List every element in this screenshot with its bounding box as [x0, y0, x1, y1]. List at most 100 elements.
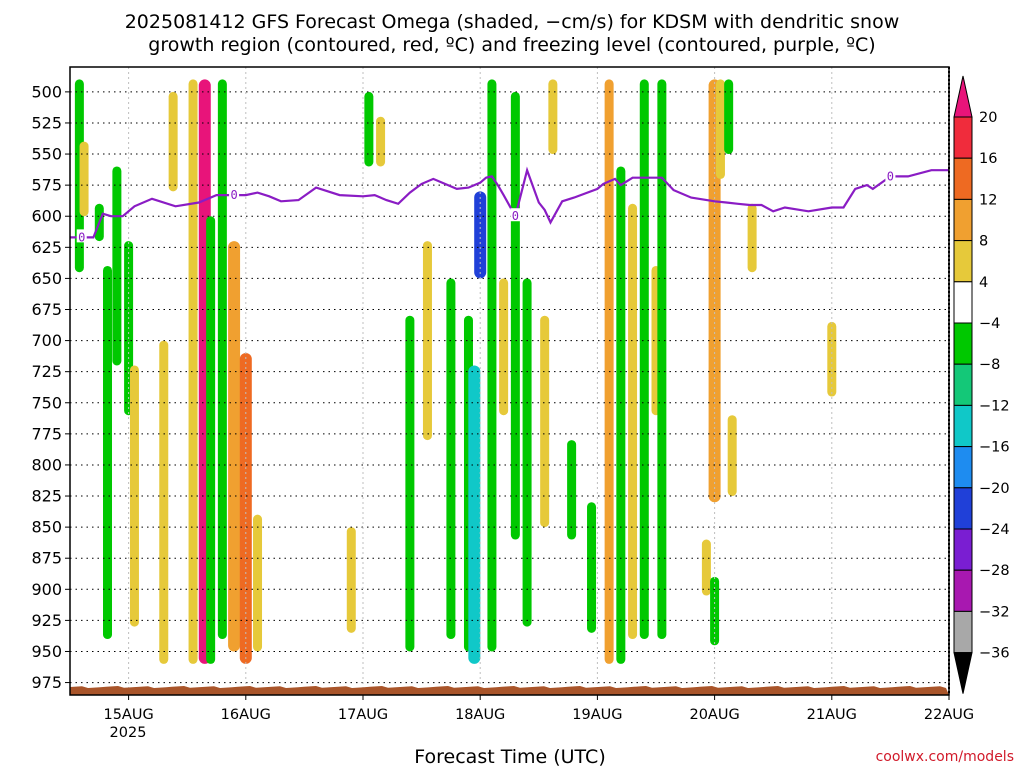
fzl-label-1: 0: [230, 188, 237, 202]
colorbar-label-4: 4: [979, 275, 988, 291]
colorbar-band--32: [953, 610, 973, 654]
fzl-label-bg-0: [76, 229, 87, 243]
colorbar-band--20: [953, 487, 973, 530]
omega-cell-3: [112, 166, 122, 366]
omega-cell-23: [468, 365, 481, 664]
x-axis-label: Forecast Time (UTC): [414, 746, 605, 768]
y-tick-label-775: 775: [31, 424, 62, 443]
omega-cell-29: [540, 315, 550, 528]
colorbar-label-10: −24: [979, 522, 1010, 538]
y-tick-label-950: 950: [31, 642, 62, 661]
omega-cell-16: [346, 527, 356, 633]
y-tick-label-625: 625: [31, 238, 62, 257]
x-tick-label-19AUG: 19AUG: [572, 707, 622, 723]
omega-cell-41: [724, 79, 734, 155]
omega-cell-38: [657, 79, 667, 640]
colorbar: 20 16 12 8 4 −4 −8 −12 −16 −20 −24 −28 −32 −36: [953, 75, 1010, 694]
colorbar-band--16: [953, 446, 973, 489]
colorbar-band--24: [953, 528, 973, 571]
omega-cell-43: [710, 576, 720, 646]
colorbar-label-13: −36: [979, 646, 1010, 662]
omega-cell-15: [253, 514, 263, 652]
y-tick-label-725: 725: [31, 362, 62, 381]
omega-cell-31: [567, 440, 577, 540]
colorbar-arrow-bottom: [953, 652, 973, 694]
colorbar-label-12: −32: [979, 604, 1010, 620]
omega-cell-7: [159, 340, 169, 664]
x-tick-label-16AUG: 16AUG: [221, 707, 271, 723]
fzl-label-3: 0: [887, 169, 894, 183]
omega-cell-39: [708, 79, 721, 503]
colorbar-band-4: [953, 281, 973, 324]
ground-terrain: [70, 686, 949, 695]
omega-cell-12: [217, 79, 227, 640]
omega-cell-17: [364, 91, 374, 167]
freezing-level-line: [70, 166, 949, 239]
y-tick-label-900: 900: [31, 580, 62, 599]
omega-cell-19: [405, 315, 415, 652]
omega-cell-0: [74, 79, 84, 273]
y-tick-label-525: 525: [31, 113, 62, 132]
omega-cell-18: [376, 116, 386, 167]
omega-cell-27: [510, 91, 520, 540]
colorbar-label-7: −12: [979, 398, 1010, 414]
credit-text: coolwx.com/models: [876, 749, 1014, 765]
x-tick-label-20AUG: 20AUG: [689, 707, 739, 723]
y-tick-label-825: 825: [31, 487, 62, 506]
omega-cell-8: [168, 91, 178, 192]
colorbar-band--12: [953, 404, 973, 448]
x-axis-year: 2025: [110, 725, 147, 741]
omega-cell-42: [701, 539, 711, 596]
colorbar-label-3: 8: [979, 234, 988, 250]
colorbar-label-8: −16: [979, 440, 1010, 456]
omega-cell-35: [628, 203, 638, 640]
y-tick-label-850: 850: [31, 518, 62, 537]
x-tick-label-17AUG: 17AUG: [338, 707, 388, 723]
y-tick-label-800: 800: [31, 455, 62, 474]
y-tick-label-975: 975: [31, 673, 62, 692]
colorbar-band--4: [953, 322, 973, 365]
grid-layer: [70, 67, 949, 695]
y-axis-ticks: 500 525 550 575 600 625 650 675 700 725 750 775 800 8…: [31, 82, 70, 692]
omega-cell-45: [747, 203, 757, 273]
fzl-label-bg-1: [229, 187, 240, 201]
omega-cell-25: [487, 79, 497, 652]
colorbar-label-2: 12: [979, 192, 997, 208]
freezing-level-labels: 0 0 0 0: [76, 168, 896, 244]
y-tick-label-925: 925: [31, 611, 62, 630]
y-tick-label-750: 750: [31, 393, 62, 412]
fzl-label-0: 0: [78, 230, 85, 244]
omega-cell-13: [228, 241, 241, 652]
x-tick-label-22AUG: 22AUG: [924, 707, 974, 723]
fzl-label-2: 0: [512, 209, 519, 223]
y-tick-label-575: 575: [31, 176, 62, 195]
colorbar-band-20: [953, 116, 973, 159]
plot-area: 0 0 0 0: [70, 67, 949, 695]
x-tick-label-21AUG: 21AUG: [807, 707, 857, 723]
colorbar-band--28: [953, 569, 973, 612]
colorbar-label-1: 16: [979, 151, 997, 167]
colorbar-band-12: [953, 198, 973, 242]
y-tick-label-500: 500: [31, 82, 62, 101]
omega-cell-40: [715, 79, 725, 179]
omega-cell-6: [129, 365, 139, 627]
omega-cell-5: [103, 265, 113, 640]
x-axis-ticks: 15AUG 16AUG 17AUG 18AUG 19AUG 20AUG 21AUG 22AUG: [103, 695, 974, 723]
chart-title-line2: growth region (contoured, red, ºC) and f…: [148, 34, 875, 56]
y-tick-label-550: 550: [31, 145, 62, 164]
omega-cell-36: [639, 79, 649, 640]
omega-cell-1: [79, 141, 89, 217]
omega-cell-20: [422, 241, 432, 441]
y-tick-label-650: 650: [31, 269, 62, 288]
y-tick-label-675: 675: [31, 300, 62, 319]
omega-cell-44: [727, 415, 737, 497]
colorbar-band--8: [953, 363, 973, 406]
x-tick-label-15AUG: 15AUG: [103, 707, 153, 723]
chart-title-line1: 2025081412 GFS Forecast Omega (shaded, −…: [125, 11, 900, 33]
colorbar-label-9: −20: [979, 481, 1010, 497]
omega-cell-28: [522, 278, 532, 627]
colorbar-label-0: 20: [979, 110, 997, 126]
omega-cell-34: [616, 166, 626, 664]
y-tick-label-700: 700: [31, 331, 62, 350]
colorbar-band-8: [953, 240, 973, 283]
